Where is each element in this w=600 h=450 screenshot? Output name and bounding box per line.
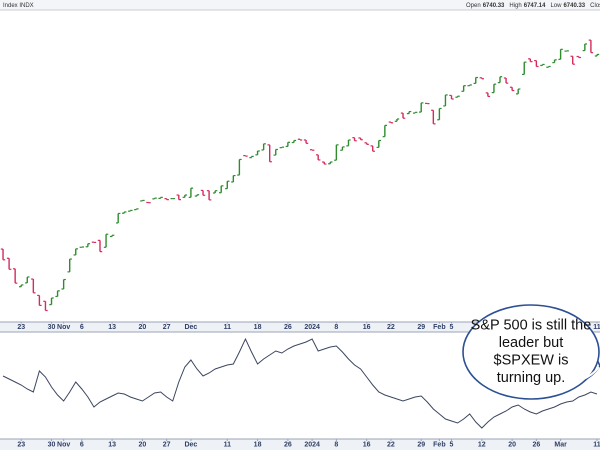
- x-tick-label: 18: [254, 324, 262, 331]
- x-tick-label: 27: [163, 441, 171, 448]
- header-strip: [0, 0, 600, 10]
- x-tick-label: Nov: [57, 441, 70, 448]
- x-tick-label: 8: [334, 441, 338, 448]
- x-tick-label: 30: [48, 324, 56, 331]
- x-tick-label: 11: [224, 324, 232, 331]
- x-tick-label: 22: [387, 441, 395, 448]
- stat-value: 6740.33: [483, 3, 505, 9]
- callout-text: S&P 500 is still the: [471, 318, 592, 334]
- axis-strip: [0, 322, 600, 332]
- x-tick-label: 12: [478, 441, 486, 448]
- x-tick-label: 20: [139, 441, 147, 448]
- x-tick-label: Nov: [57, 324, 70, 331]
- stat-label: Low: [550, 3, 562, 9]
- x-tick-label: 20: [508, 441, 516, 448]
- x-tick-label: 29: [417, 441, 425, 448]
- callout-text: leader but: [499, 335, 564, 351]
- stat-value: 6747.14: [524, 3, 546, 9]
- callout-bubble: [462, 304, 600, 400]
- x-tick-label: Dec: [184, 441, 197, 448]
- callout-text: $SPXEW is: [494, 353, 569, 369]
- x-tick-label: 11: [593, 324, 600, 331]
- callout-joint: [580, 366, 600, 381]
- x-tick-label: 13: [108, 441, 116, 448]
- x-tick-label: 11: [224, 441, 232, 448]
- x-tick-label: 20: [139, 324, 147, 331]
- x-tick-label: 16: [363, 441, 371, 448]
- x-tick-label: 23: [17, 441, 25, 448]
- x-tick-label: 22: [387, 324, 395, 331]
- stat-value: 6740.33: [563, 3, 585, 9]
- x-tick-label: Feb: [433, 441, 445, 448]
- x-tick-label: 18: [254, 441, 262, 448]
- x-tick-label: 5: [450, 324, 454, 331]
- x-tick-label: 2024: [304, 324, 320, 331]
- x-tick-label: 13: [108, 324, 116, 331]
- x-tick-label: 11: [593, 441, 600, 448]
- x-tick-label: 26: [532, 441, 540, 448]
- x-tick-label: 2024: [304, 441, 320, 448]
- x-tick-label: 8: [334, 324, 338, 331]
- x-tick-label: 29: [417, 324, 425, 331]
- stat-label: Open: [466, 3, 481, 9]
- x-tick-label: Dec: [184, 324, 197, 331]
- x-tick-label: 27: [163, 324, 171, 331]
- x-tick-label: 16: [363, 324, 371, 331]
- x-tick-label: 23: [17, 324, 25, 331]
- x-tick-label: Feb: [433, 324, 445, 331]
- x-tick-label: 26: [284, 441, 292, 448]
- callout-text: turning up.: [497, 370, 566, 386]
- x-tick-label: 6: [80, 441, 84, 448]
- x-tick-label: 6: [80, 324, 84, 331]
- x-tick-label: 5: [450, 441, 454, 448]
- stat-label: Close: [590, 3, 600, 9]
- x-tick-label: 26: [284, 324, 292, 331]
- x-tick-label: Mar: [554, 441, 567, 448]
- axis-strip: [0, 439, 600, 450]
- symbol: Index INDX: [3, 3, 34, 9]
- stat-label: High: [509, 3, 521, 9]
- ratio-line: [2, 337, 598, 429]
- x-tick-label: 30: [48, 441, 56, 448]
